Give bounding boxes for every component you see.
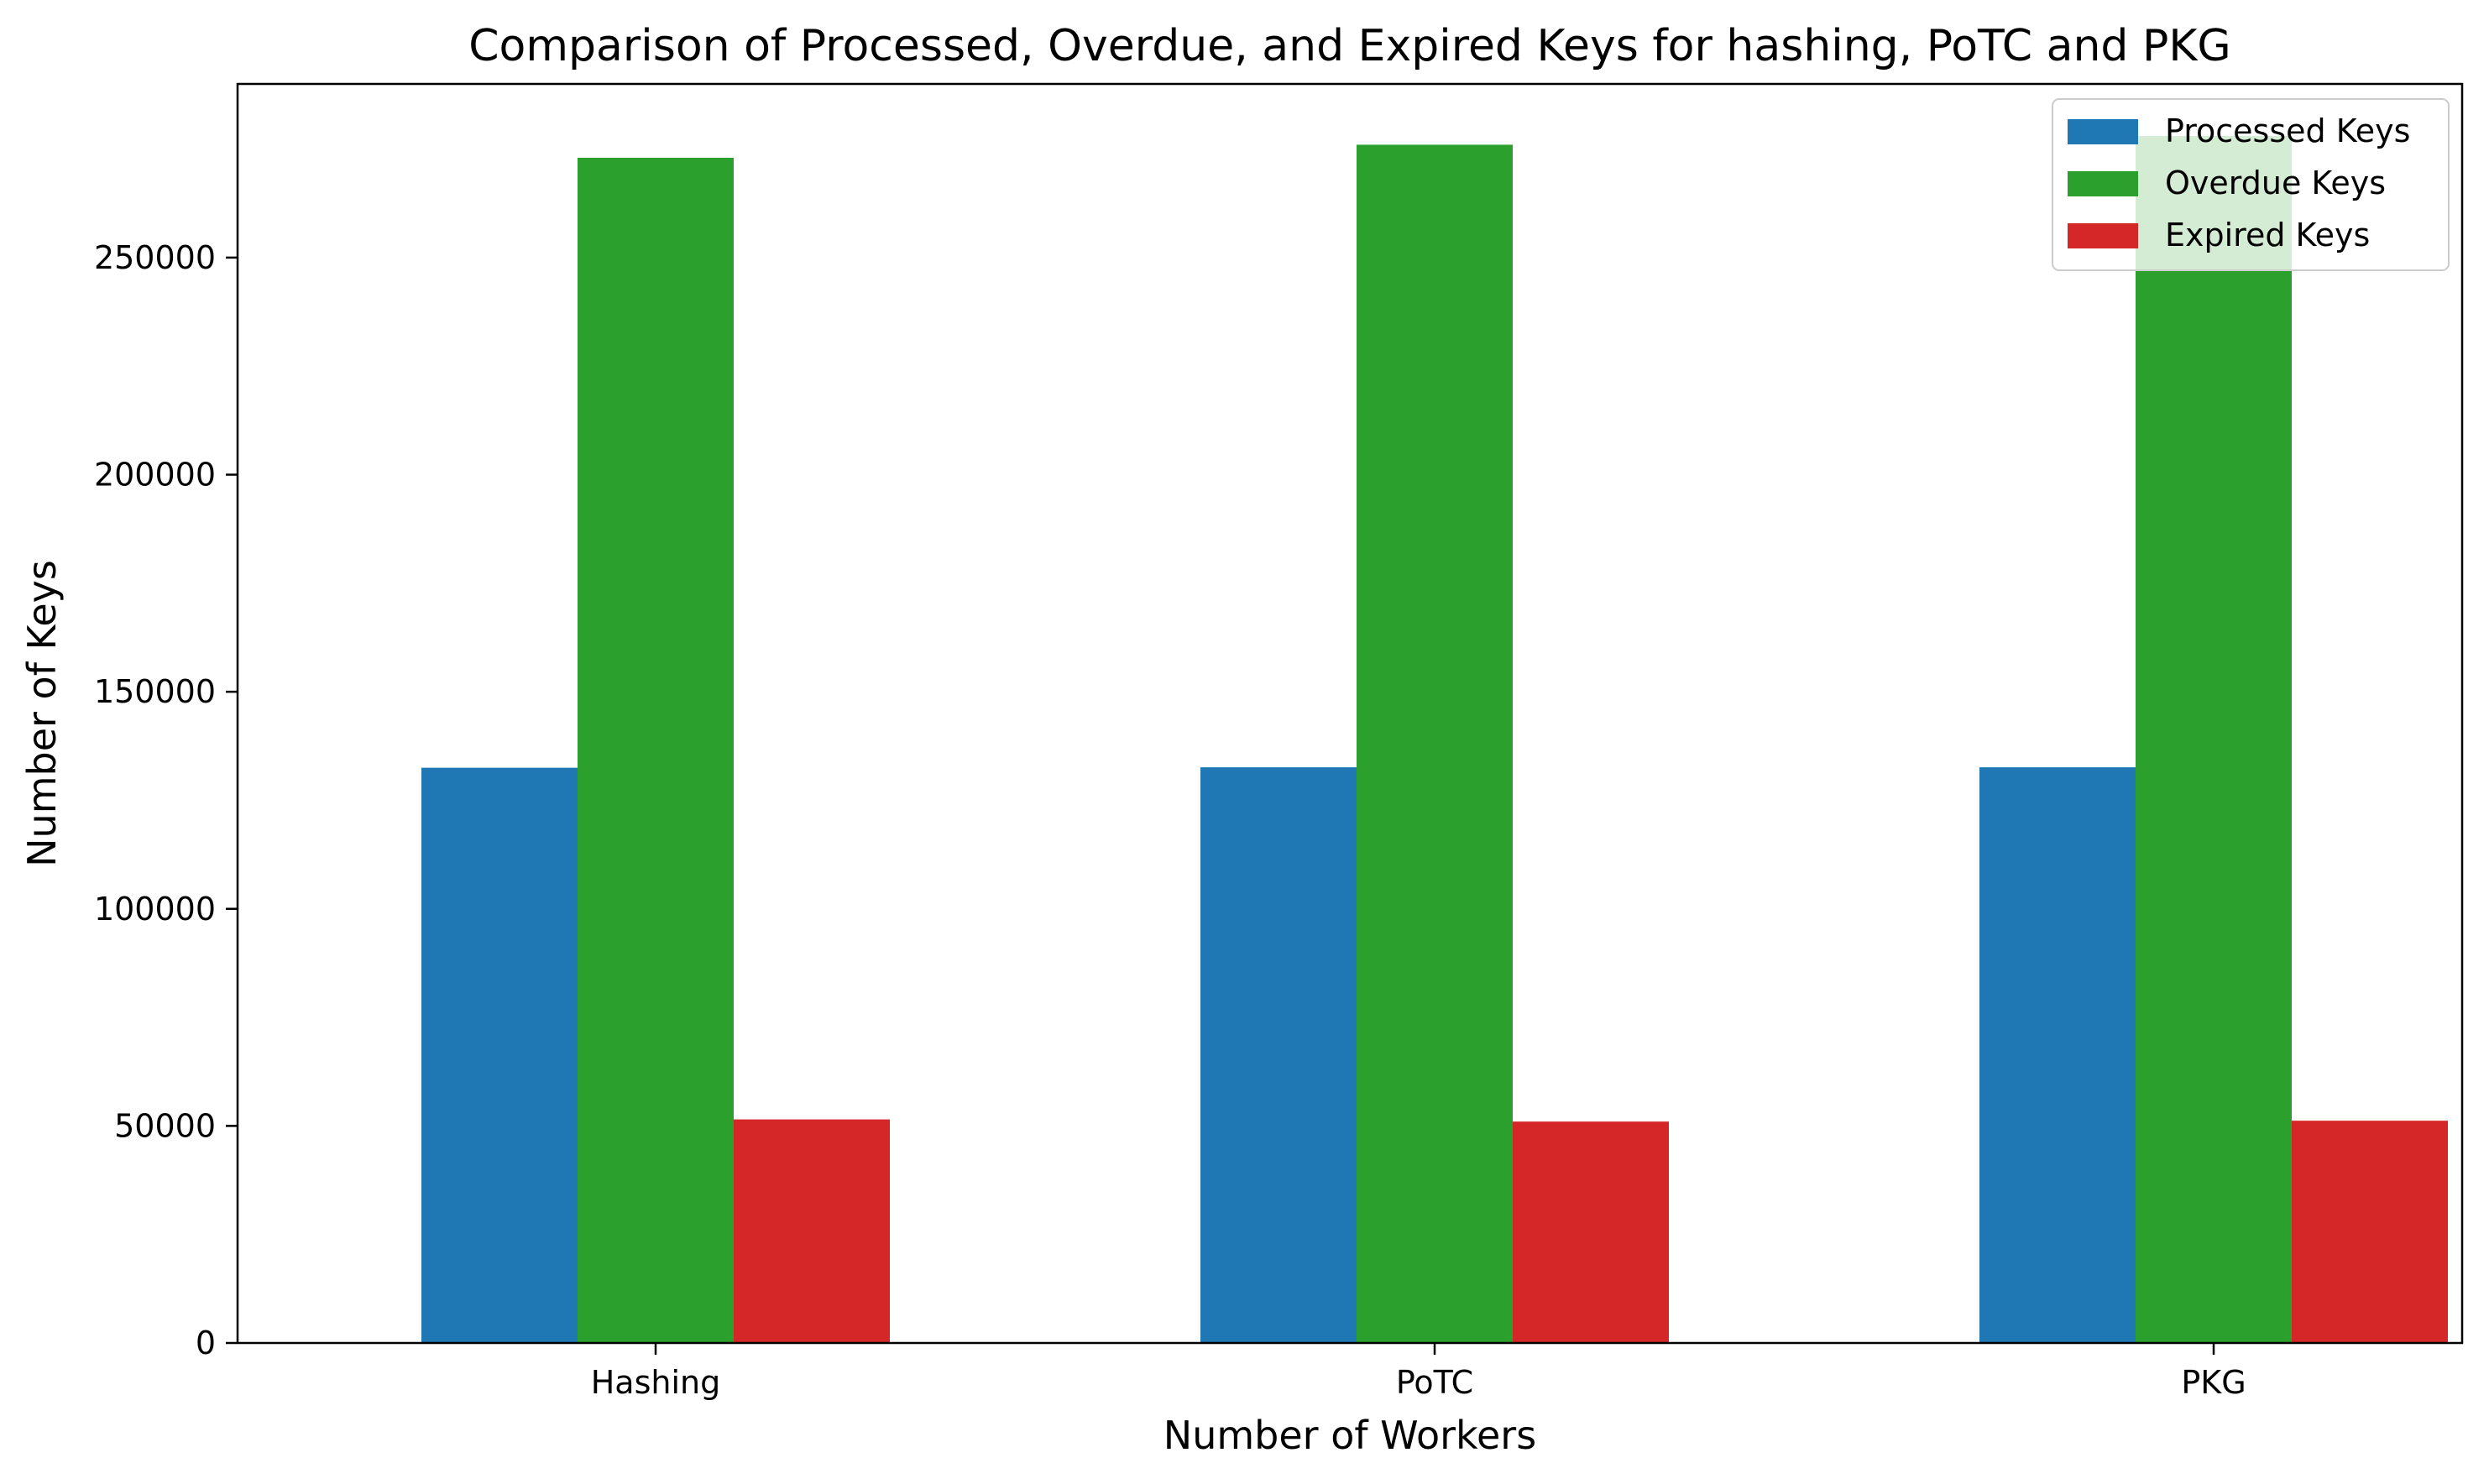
bar-overdue-keys-hashing	[578, 157, 734, 1343]
x-tick-label: PoTC	[1396, 1364, 1473, 1401]
x-axis: Hashing PoTC PKG	[591, 1343, 2246, 1401]
bar-expired-keys-hashing	[734, 1119, 890, 1343]
y-tick-label: 150000	[94, 673, 216, 710]
bar-overdue-keys-potc	[1357, 144, 1513, 1343]
bar-overdue-keys-pkg	[2136, 136, 2292, 1343]
legend-label: Processed Keys	[2165, 112, 2410, 149]
legend-swatch	[2068, 171, 2138, 196]
legend-label: Overdue Keys	[2165, 165, 2386, 201]
legend-label: Expired Keys	[2165, 217, 2370, 253]
bar-expired-keys-potc	[1513, 1121, 1669, 1343]
plot-frame	[236, 82, 2464, 1345]
bar-processed-keys-pkg	[1979, 767, 2136, 1343]
legend-swatch	[2068, 223, 2138, 248]
legend-swatch	[2068, 119, 2138, 144]
legend: Processed Keys Overdue Keys Expired Keys	[2052, 98, 2450, 271]
bar-processed-keys-hashing	[421, 767, 578, 1343]
y-tick-label: 0	[196, 1325, 216, 1361]
y-tick-label: 100000	[94, 891, 216, 928]
x-tick-label: PKG	[2181, 1364, 2246, 1401]
y-tick-label: 50000	[114, 1107, 216, 1144]
x-axis-label: Number of Workers	[1163, 1413, 1536, 1458]
y-axis: 0 50000 100000 150000 200000 250000	[94, 239, 238, 1361]
bar-expired-keys-pkg	[2292, 1121, 2448, 1343]
bars-layer	[421, 136, 2448, 1343]
y-tick-label: 200000	[94, 457, 216, 494]
legend-frame	[2052, 98, 2450, 271]
chart-title: Comparison of Processed, Overdue, and Ex…	[468, 21, 2230, 71]
x-tick-label: Hashing	[591, 1364, 721, 1401]
bar-processed-keys-potc	[1200, 767, 1357, 1343]
y-tick-label: 250000	[94, 239, 216, 276]
y-axis-label: Number of Keys	[19, 560, 65, 867]
